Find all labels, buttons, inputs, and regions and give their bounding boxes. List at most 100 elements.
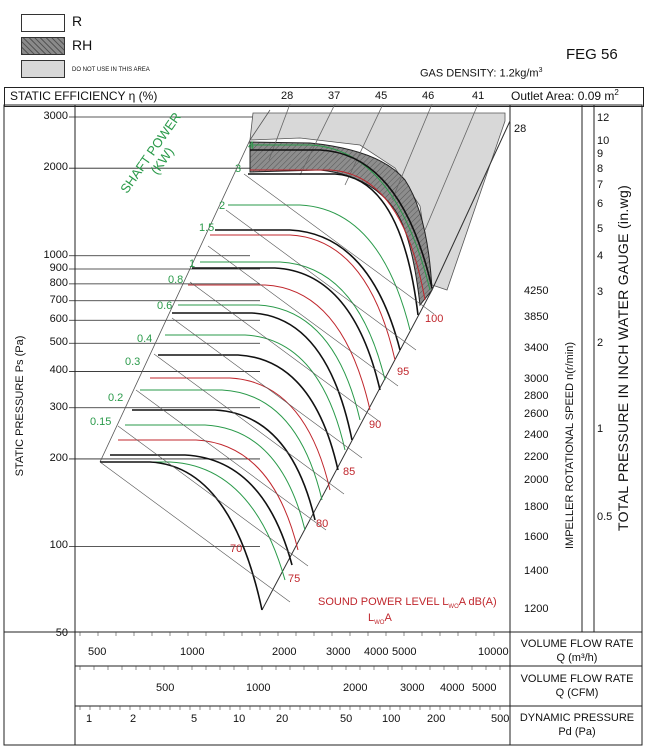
speed-tick-1200: 1200 [524, 603, 549, 615]
dyn-pressure-tick-5: 5 [191, 713, 198, 725]
system-ray-4 [171, 317, 363, 459]
sound-power-title-sub: WO [448, 604, 459, 611]
efficiency-label-28: 28 [281, 90, 294, 102]
flow-m3h-tick-5000: 5000 [392, 646, 417, 658]
speed-tick-4250: 4250 [524, 285, 549, 297]
sound-power-sub-label-text: L [368, 612, 375, 624]
fan-curve-3 [248, 173, 419, 316]
speed-tick-1400: 1400 [524, 565, 549, 577]
header-row [4, 87, 644, 107]
system-ray-5 [189, 281, 381, 423]
y-tick-label-600: 600 [49, 313, 68, 326]
speed-tick-2600: 2600 [524, 408, 549, 420]
fan-curve-7 [200, 261, 386, 381]
gauge-tick-7: 7 [597, 179, 604, 191]
dyn-pressure-tick-50: 50 [340, 713, 353, 725]
fan-curve-5 [215, 229, 401, 351]
sound-power-title-text: SOUND POWER LEVEL L [318, 596, 449, 608]
speed-tick-3000: 3000 [524, 373, 549, 385]
legend-r-swatch [21, 14, 65, 32]
y-tick-label-300: 300 [49, 400, 68, 413]
gauge-tick-12: 12 [597, 112, 610, 124]
sound-power-sub-label-tail: A [384, 612, 392, 624]
flow-m3h-tick-10000: 10000 [478, 646, 509, 658]
shaft-power-label-0-8: 0.8 [168, 274, 184, 286]
system-grid-rays [99, 173, 435, 603]
system-ray-1 [117, 425, 309, 567]
outlet-area-text: Outlet Area: 0.09 m [511, 89, 615, 103]
fan-curve-8 [192, 267, 381, 391]
system-ray-7 [225, 209, 417, 351]
flow-cfm-tick-2000: 2000 [343, 682, 368, 694]
speed-axis-title: IMPELLER ROTATIONAL SPEED n(r/min) [564, 341, 576, 549]
y-tick-label-700: 700 [49, 293, 68, 306]
sound-power-title: SOUND POWER LEVEL LWOA dB(A) [318, 596, 497, 610]
y-tick-label-800: 800 [49, 276, 68, 289]
chart-frame [3, 104, 643, 746]
flow-cfm-tick-3000: 3000 [400, 682, 425, 694]
bottom-axis-2-label: VOLUME FLOW RATE Q (CFM) [516, 672, 638, 700]
y-tick-label-200: 200 [49, 451, 68, 464]
dyn-pressure-tick-200: 200 [427, 713, 446, 725]
fan-curve-12 [165, 334, 346, 451]
dyn-pressure-tick-2: 2 [130, 713, 137, 725]
legend-r-label: R [72, 13, 83, 29]
bottom-axis-3-title: DYNAMIC PRESSURE [519, 712, 635, 724]
flow-m3h-tick-500: 500 [88, 646, 107, 658]
y-tick-label-3000: 3000 [43, 110, 68, 122]
flow-m3h-tick-2000: 2000 [272, 646, 297, 658]
shaft-power-label-0-4: 0.4 [137, 333, 153, 345]
fan-curve-17 [125, 424, 306, 531]
sound-power-sub-label: LWOA [368, 612, 392, 626]
y-grid-lines [69, 116, 260, 547]
sound-power-label-100: 100 [425, 313, 444, 325]
sound-power-label-90: 90 [369, 419, 382, 431]
flow-cfm-tick-500: 500 [156, 682, 175, 694]
fan-curve-16 [132, 409, 316, 521]
fan-curve-11 [172, 312, 353, 441]
fan-curve-10 [178, 304, 361, 421]
fan-curve-1 [250, 149, 433, 289]
shaft-power-label-0-6: 0.6 [157, 300, 173, 312]
y-tick-label-100: 100 [49, 539, 68, 552]
static-efficiency-label: STATIC EFFICIENCY η (%) [10, 89, 158, 103]
flow-m3h-tick-4000: 4000 [364, 646, 389, 658]
gauge-tick-0-5: 0.5 [597, 511, 613, 523]
fan-curve-0 [250, 144, 431, 291]
sound-power-label-70: 70 [230, 543, 243, 555]
fan-curves [100, 144, 433, 611]
sound-power-label-85: 85 [343, 466, 356, 478]
legend-rh-label: RH [72, 37, 93, 53]
system-ray-3 [153, 353, 345, 495]
do-not-use-region [249, 112, 506, 291]
bottom-axis-2-unit: Q (CFM) [555, 687, 599, 699]
y-axis-title: STATIC PRESSURE Ps (Pa) [14, 335, 26, 477]
speed-tick-2400: 2400 [524, 429, 549, 441]
speed-tick-2200: 2200 [524, 451, 549, 463]
fan-curve-13 [158, 354, 339, 471]
dyn-pressure-tick-20: 20 [276, 713, 289, 725]
y-tick-label-900: 900 [49, 262, 68, 275]
flow-cfm-tick-1000: 1000 [246, 682, 271, 694]
fan-curve-14 [150, 377, 331, 491]
shaft-power-label-2: 2 [219, 200, 226, 212]
bottom-axis-3-label: DYNAMIC PRESSURE Pd (Pa) [516, 711, 638, 739]
gauge-axis-title: TOTAL PRESSURE IN INCH WATER GAUGE (in.w… [615, 184, 631, 531]
fan-curve-9 [188, 284, 371, 411]
y-tick-label-400: 400 [49, 364, 68, 377]
gauge-tick-5: 5 [597, 223, 604, 235]
bottom-axis-1-unit: Q (m³/h) [556, 652, 598, 664]
speed-tick-1800: 1800 [524, 501, 549, 513]
flow-cfm-tick-4000: 4000 [440, 682, 465, 694]
fan-curve-21 [100, 461, 263, 611]
speed-tick-2000: 2000 [524, 474, 549, 486]
y-tick-label-2000: 2000 [43, 161, 68, 174]
dyn-pressure-tick-10: 10 [233, 713, 246, 725]
gauge-tick-2: 2 [597, 337, 604, 349]
system-ray-6 [207, 245, 399, 387]
speed-tick-2800: 2800 [524, 390, 549, 402]
system-ray-0 [99, 461, 291, 603]
shaft-power-label-1-5: 1.5 [199, 222, 215, 234]
efficiency-label-37: 37 [328, 90, 341, 102]
gauge-tick-10: 10 [597, 135, 610, 147]
